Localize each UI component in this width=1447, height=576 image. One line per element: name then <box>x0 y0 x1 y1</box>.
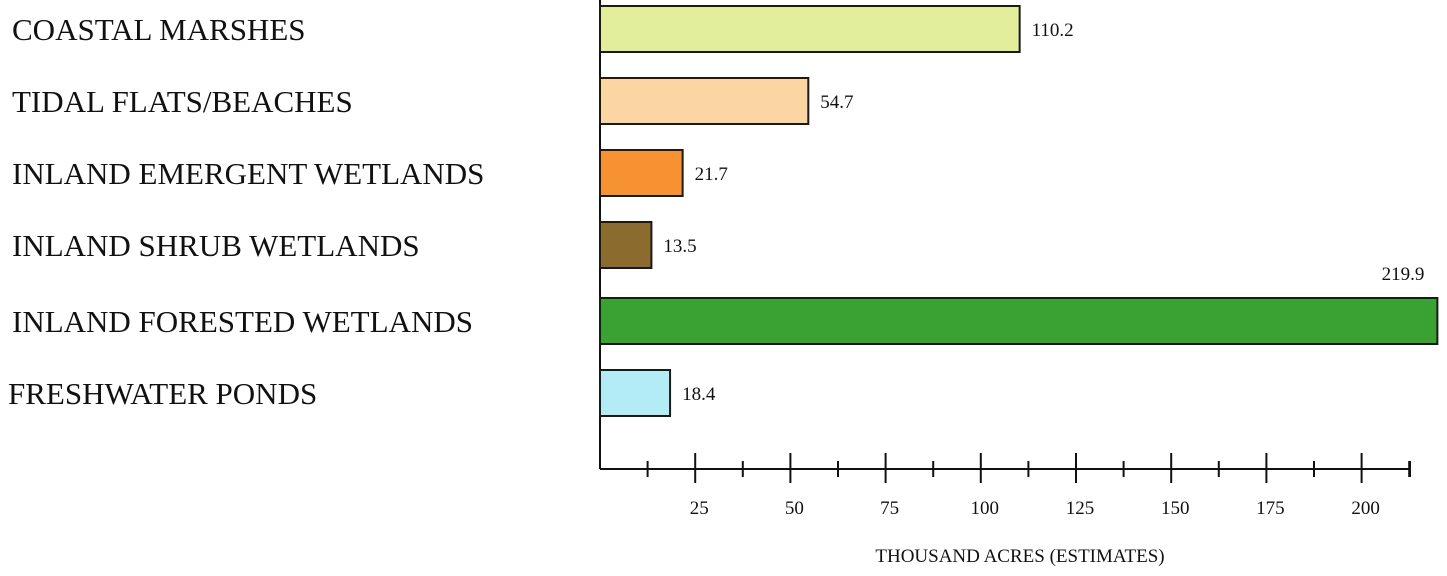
value-label: 219.9 <box>1382 264 1425 285</box>
bar-coastal-marshes <box>599 5 1021 53</box>
x-tick-label: 25 <box>690 498 709 519</box>
category-label: TIDAL FLATS/BEACHES <box>12 84 353 119</box>
category-label: INLAND FORESTED WETLANDS <box>12 304 473 339</box>
category-label: INLAND SHRUB WETLANDS <box>12 228 420 263</box>
x-tick-label: 175 <box>1256 498 1285 519</box>
x-tick-label: 100 <box>971 498 1000 519</box>
value-label: 18.4 <box>682 384 716 405</box>
bar-inland-shrub-wetlands <box>599 221 653 269</box>
x-ticks-group: 25 50 75 100 125 150 175 200 <box>646 453 1411 519</box>
x-tick-label: 50 <box>785 498 804 519</box>
x-tick-label: 125 <box>1066 498 1095 519</box>
x-axis-title: THOUSAND ACRES (ESTIMATES) <box>875 546 1164 567</box>
bar-tidal-flats-beaches <box>599 77 810 125</box>
x-tick-label: 200 <box>1351 498 1380 519</box>
value-label: 110.2 <box>1032 20 1074 41</box>
category-label: INLAND EMERGENT WETLANDS <box>12 156 484 191</box>
bar-inland-forested-wetlands <box>599 297 1439 345</box>
value-label: 21.7 <box>695 164 728 185</box>
bar-freshwater-ponds <box>599 369 672 417</box>
value-label: 13.5 <box>663 236 696 257</box>
x-tick-label: 150 <box>1161 498 1190 519</box>
bars-group: COASTAL MARSHES 110.2 TIDAL FLATS/BEACHES 5… <box>8 5 1439 417</box>
category-label: COASTAL MARSHES <box>12 12 306 47</box>
value-label: 54.7 <box>820 92 853 113</box>
x-tick-label: 75 <box>880 498 899 519</box>
bar-inland-emergent-wetlands <box>599 149 684 197</box>
category-label: FRESHWATER PONDS <box>8 376 317 411</box>
